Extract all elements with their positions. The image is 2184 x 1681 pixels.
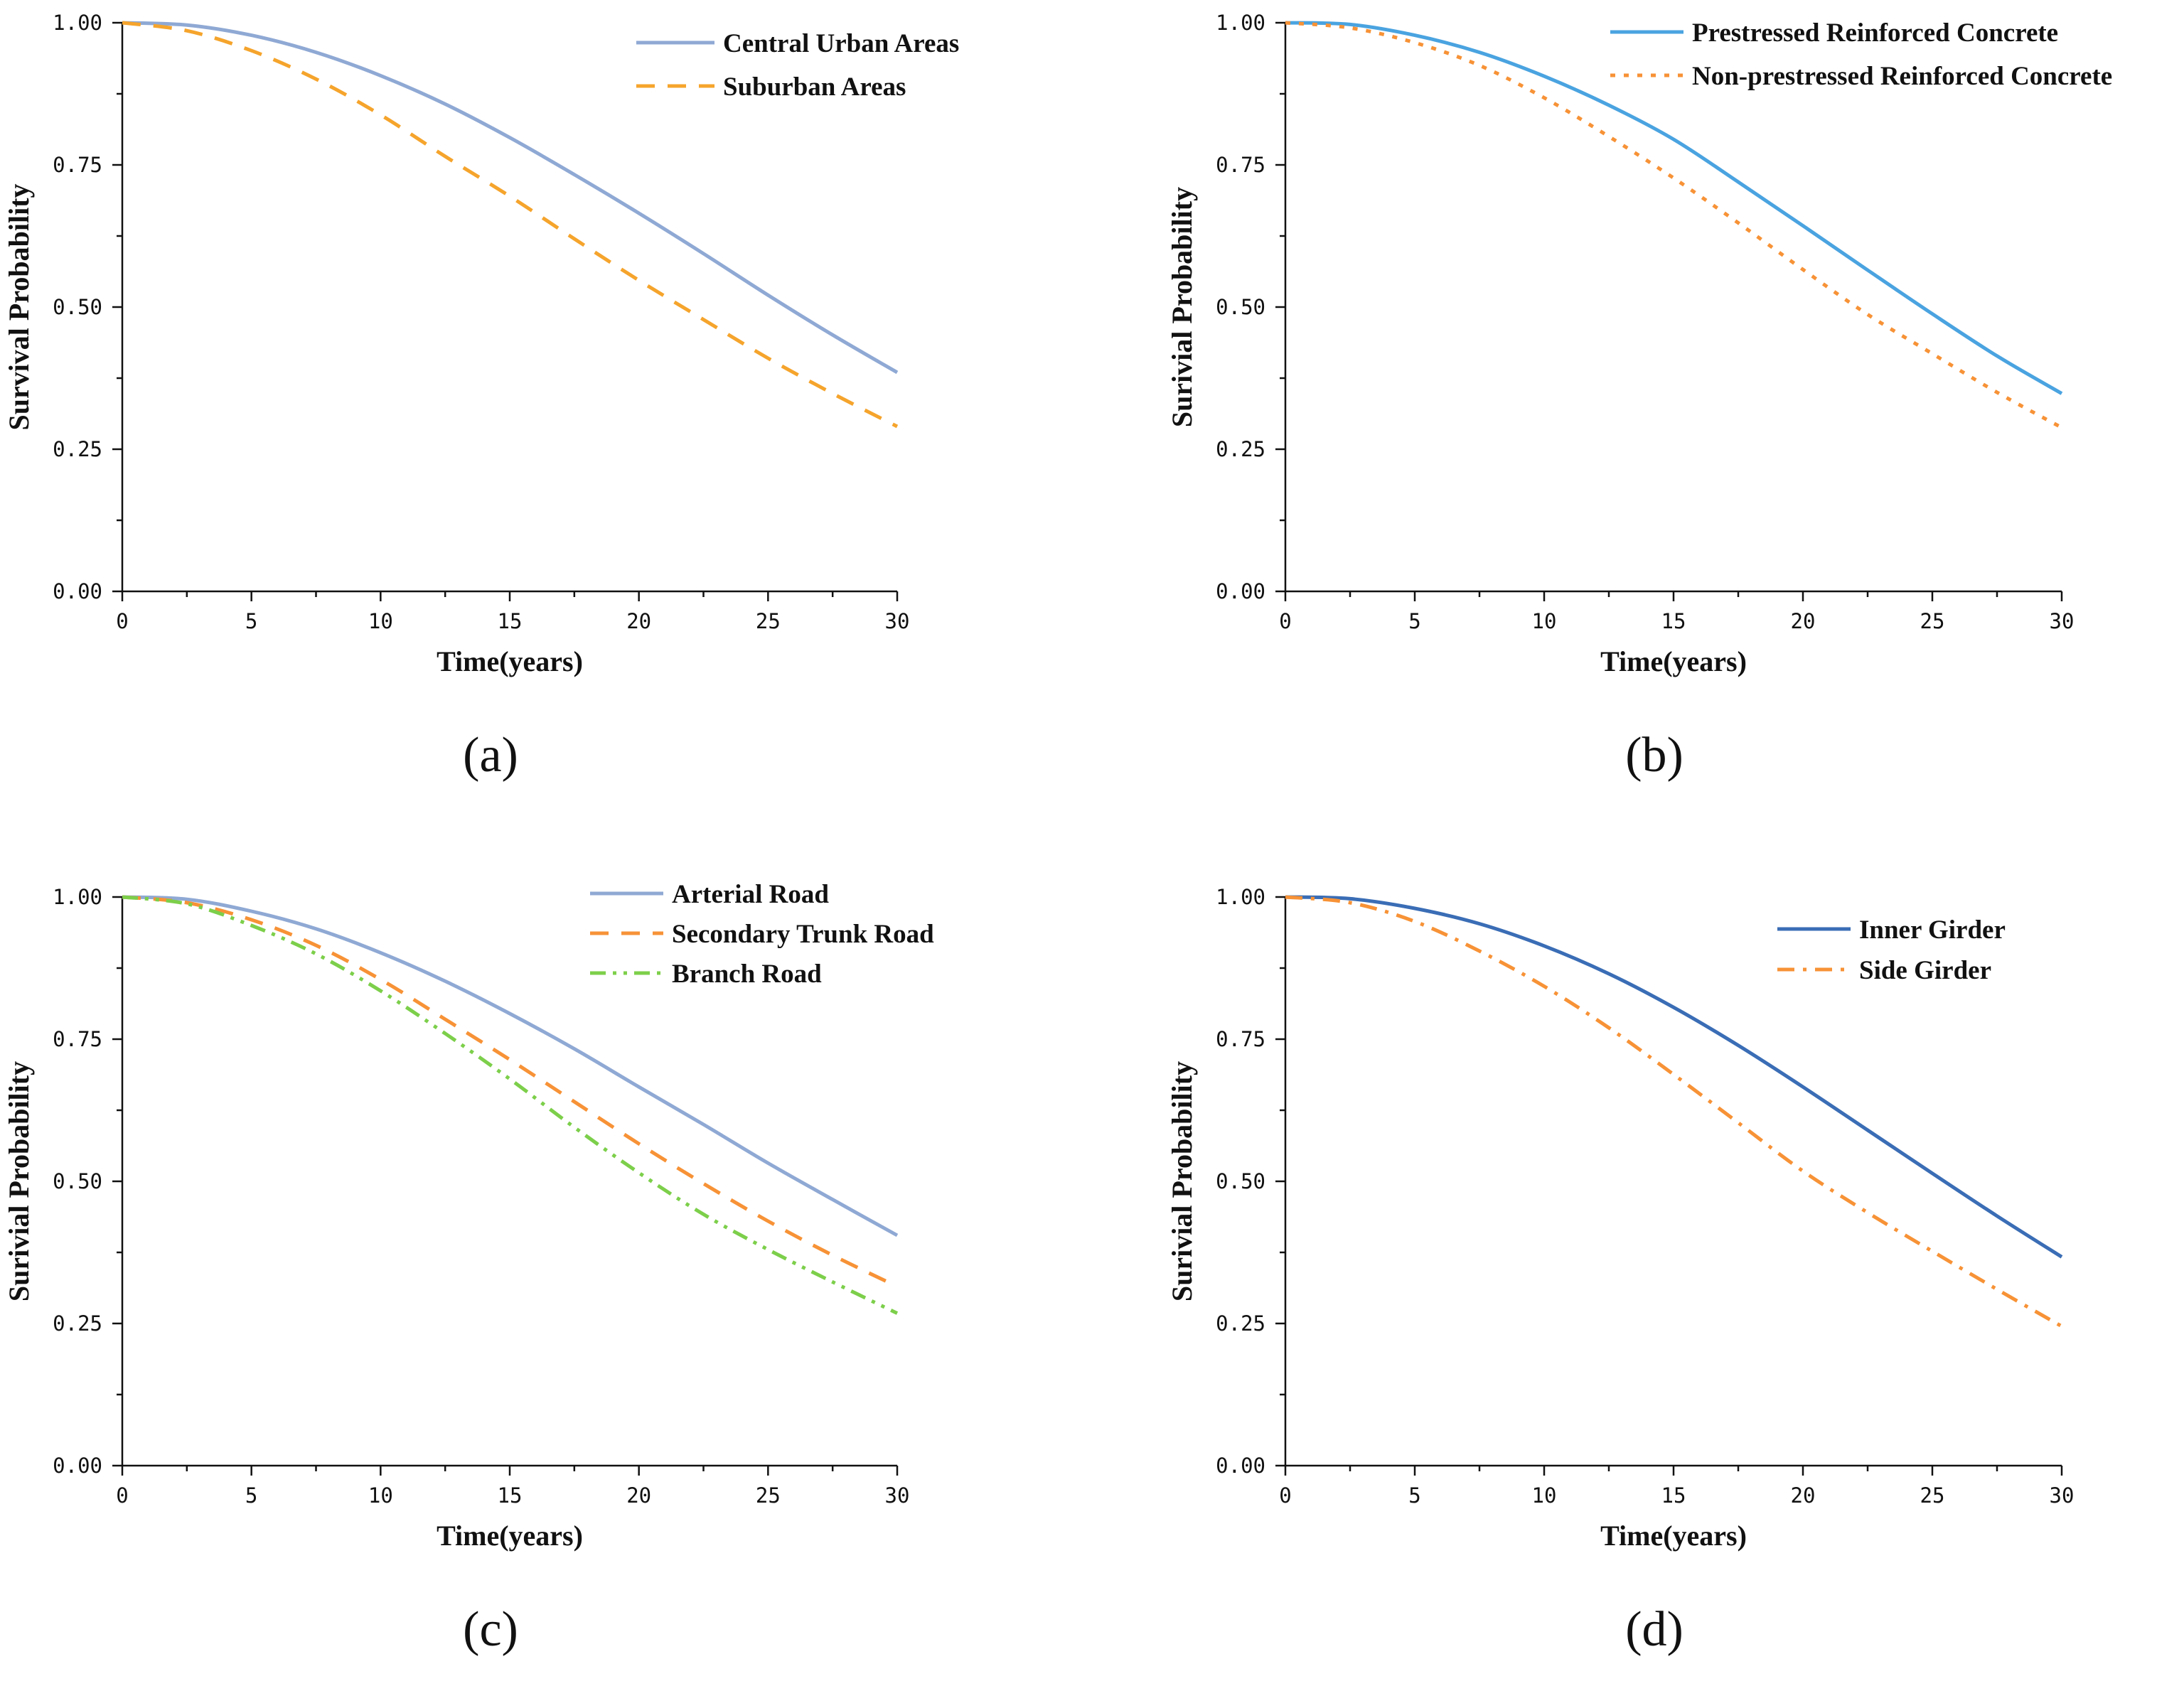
chart-panel-4: 0 5 10 15 20 25 30 0.00 0.25 0.50 0.75 1.00 Time(yea… xyxy=(1166,885,2074,1657)
x-tick-label: 15 xyxy=(1661,609,1686,633)
panel-caption: (b) xyxy=(1625,728,1684,783)
legend-label: Suburban Areas xyxy=(723,72,906,102)
x-tick-label: 5 xyxy=(1408,609,1420,633)
y-tick-label: 0.75 xyxy=(1216,153,1265,177)
x-axis-title: Time(years) xyxy=(1600,645,1747,677)
y-tick-label: 1.00 xyxy=(53,885,102,909)
x-tick-label: 0 xyxy=(116,609,128,633)
legend: Prestressed Reinforced Concrete Non-prest… xyxy=(1610,18,2112,91)
y-tick-label: 0.25 xyxy=(53,1311,102,1336)
x-tick-label: 10 xyxy=(1532,609,1557,633)
y-tick-label: 0.25 xyxy=(1216,1311,1265,1336)
x-tick-label: 30 xyxy=(885,609,910,633)
y-tick-label: 0.25 xyxy=(53,437,102,461)
series-line-1 xyxy=(1285,895,2063,1259)
y-tick-label: 1.00 xyxy=(53,11,102,35)
chart-panel-1: 0 5 10 15 20 25 30 0.00 0.25 0.50 0.75 1.00 Time(yea… xyxy=(3,11,959,783)
x-tick-label: 10 xyxy=(368,609,393,633)
legend-label: Arterial Road xyxy=(672,880,829,909)
legend-label: Non-prestressed Reinforced Concrete xyxy=(1692,62,2112,91)
series-line-3 xyxy=(122,895,899,1315)
x-tick-label: 0 xyxy=(116,1483,128,1508)
y-tick-label: 0.00 xyxy=(53,579,102,603)
x-tick-label: 15 xyxy=(1661,1483,1686,1508)
x-tick-label: 30 xyxy=(885,1483,910,1508)
series-line-1 xyxy=(122,21,899,375)
y-tick-label: 0.00 xyxy=(1216,579,1265,603)
legend: Inner Girder Side Girder xyxy=(1777,915,2006,985)
legend-label: Secondary Trunk Road xyxy=(672,920,934,949)
x-axis-title: Time(years) xyxy=(437,645,583,677)
series-line-1 xyxy=(1285,21,2063,395)
legend-label: Branch Road xyxy=(672,960,822,989)
x-tick-label: 25 xyxy=(756,1483,781,1508)
legend-label: Central Urban Areas xyxy=(723,29,959,58)
x-tick-label: 5 xyxy=(245,1483,257,1508)
y-tick-label: 0.25 xyxy=(1216,437,1265,461)
y-tick-label: 0.75 xyxy=(1216,1027,1265,1051)
x-tick-label: 25 xyxy=(756,609,781,633)
y-axis-title: Surivial Probability xyxy=(1166,1061,1198,1301)
x-tick-label: 20 xyxy=(626,1483,651,1508)
legend-label: Prestressed Reinforced Concrete xyxy=(1692,18,2058,48)
x-axis-title: Time(years) xyxy=(437,1520,583,1552)
y-axis-title: Surivial Probability xyxy=(1166,187,1198,427)
x-tick-label: 20 xyxy=(626,609,651,633)
y-tick-label: 0.50 xyxy=(1216,1169,1265,1193)
x-tick-label: 5 xyxy=(245,609,257,633)
series-line-2 xyxy=(122,21,899,429)
y-tick-label: 0.75 xyxy=(53,153,102,177)
x-tick-label: 10 xyxy=(368,1483,393,1508)
legend: Arterial Road Secondary Trunk Road Branch … xyxy=(590,880,934,989)
x-axis-title: Time(years) xyxy=(1600,1520,1747,1552)
x-tick-label: 15 xyxy=(498,1483,523,1508)
x-tick-label: 30 xyxy=(2050,609,2075,633)
x-tick-label: 0 xyxy=(1279,609,1291,633)
y-tick-label: 0.50 xyxy=(53,1169,102,1193)
y-tick-label: 0.00 xyxy=(1216,1454,1265,1478)
panel-caption: (a) xyxy=(463,728,518,783)
y-axis-title: Survival Probability xyxy=(3,183,35,430)
panel-caption: (d) xyxy=(1625,1602,1684,1657)
panel-caption: (c) xyxy=(463,1602,518,1657)
y-tick-label: 0.50 xyxy=(1216,295,1265,319)
legend: Central Urban Areas Suburban Areas xyxy=(636,29,959,102)
x-tick-label: 0 xyxy=(1279,1483,1291,1508)
y-tick-label: 0.50 xyxy=(53,295,102,319)
x-tick-label: 30 xyxy=(2050,1483,2075,1508)
legend-label: Side Girder xyxy=(1859,956,1991,985)
y-tick-label: 1.00 xyxy=(1216,885,1265,909)
y-tick-label: 0.00 xyxy=(53,1454,102,1478)
legend-label: Inner Girder xyxy=(1859,915,2006,945)
series-line-1 xyxy=(122,895,899,1237)
x-tick-label: 20 xyxy=(1791,1483,1816,1508)
x-tick-label: 25 xyxy=(1920,1483,1945,1508)
y-tick-label: 1.00 xyxy=(1216,11,1265,35)
chart-panel-3: 0 5 10 15 20 25 30 0.00 0.25 0.50 0.75 1.00 Time(yea… xyxy=(3,880,934,1657)
x-tick-label: 15 xyxy=(498,609,523,633)
y-axis-title: Surivial Probability xyxy=(3,1061,35,1301)
series-line-2 xyxy=(122,895,899,1289)
x-tick-label: 10 xyxy=(1532,1483,1557,1508)
x-tick-label: 5 xyxy=(1408,1483,1420,1508)
x-tick-label: 25 xyxy=(1920,609,1945,633)
chart-panel-2: 0 5 10 15 20 25 30 0.00 0.25 0.50 0.75 1.00 Time(yea… xyxy=(1166,11,2112,783)
x-tick-label: 20 xyxy=(1791,609,1816,633)
y-tick-label: 0.75 xyxy=(53,1027,102,1051)
